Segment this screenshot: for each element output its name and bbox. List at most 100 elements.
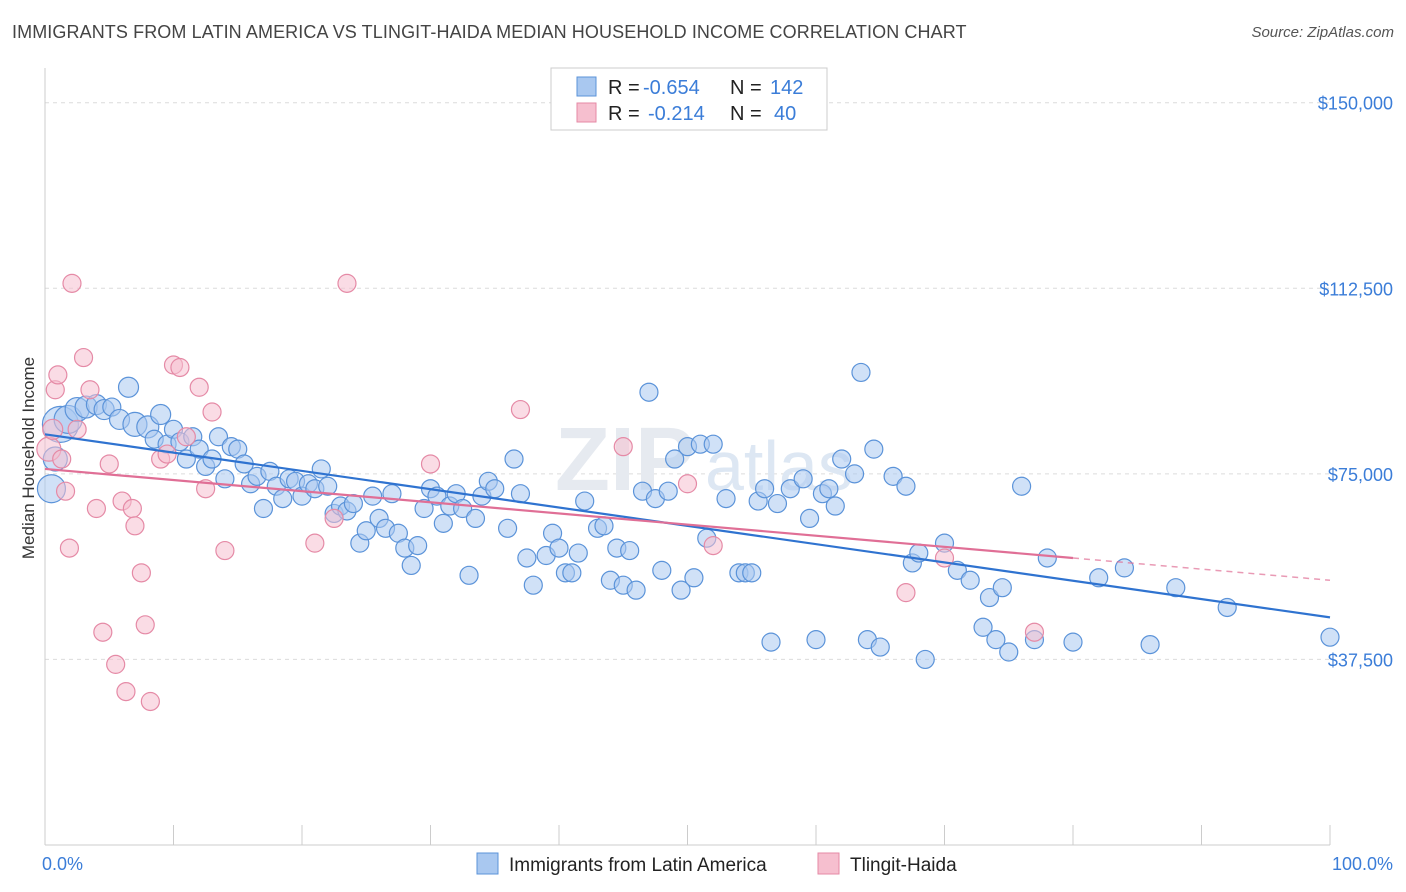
- legend-n-label-blue: N =: [730, 77, 762, 99]
- bottom-legend-label-pink: Tlingit-Haida: [850, 855, 957, 876]
- tlingit-trend-line: [44, 467, 1074, 560]
- tlingit-point: [93, 622, 113, 642]
- x-tick-labels: 0.0% 100.0%: [42, 854, 1393, 874]
- immigrants-point: [189, 439, 209, 459]
- immigrants-point: [665, 449, 685, 469]
- y-axis-label: Median Household Income: [19, 357, 38, 559]
- immigrants-point: [253, 498, 274, 519]
- immigrants-point: [761, 632, 781, 652]
- bottom-legend: Immigrants from Latin America Tlingit-Ha…: [476, 852, 957, 876]
- immigrants-point: [896, 476, 916, 496]
- tlingit-point: [106, 654, 126, 674]
- immigrants-point: [459, 565, 479, 585]
- tlingit-point: [202, 402, 222, 422]
- immigrants-point: [703, 434, 723, 454]
- legend-r-label-pink: R =: [608, 103, 640, 125]
- immigrants-point: [799, 508, 820, 529]
- tlingit-point: [125, 516, 145, 536]
- legend-n-label-pink: N =: [730, 103, 762, 125]
- tlingit-point: [59, 538, 80, 558]
- immigrants-point: [1011, 476, 1032, 496]
- immigrants-point: [318, 476, 338, 496]
- immigrants-point: [1089, 568, 1109, 588]
- y-tick-labels: $37,500 $75,000 $112,500 $150,000: [1318, 94, 1393, 671]
- tlingit-point: [140, 691, 160, 712]
- legend-swatch-blue: [576, 76, 597, 97]
- legend: R = -0.654 N = 142 R = -0.214 N = 40: [550, 67, 828, 131]
- tlingit-point: [157, 444, 177, 464]
- immigrants-point: [626, 580, 646, 600]
- immigrants-point: [1320, 627, 1340, 647]
- immigrants-point: [150, 403, 172, 426]
- immigrants-point: [498, 518, 518, 538]
- immigrants-point: [1166, 578, 1186, 598]
- immigrants-point: [742, 563, 762, 583]
- y-tick-label: $37,500: [1328, 650, 1393, 670]
- tlingit-point: [116, 681, 136, 702]
- immigrants-point: [1063, 632, 1083, 652]
- legend-r-value-pink: -0.214: [648, 103, 705, 125]
- tlingit-point: [703, 536, 723, 556]
- tlingit-point: [122, 498, 142, 519]
- tlingit-point: [135, 615, 155, 635]
- immigrants-point: [658, 481, 678, 501]
- immigrants-point: [979, 587, 1000, 608]
- immigrants-point: [620, 540, 640, 561]
- chart-title: IMMIGRANTS FROM LATIN AMERICA VS TLINGIT…: [12, 22, 967, 42]
- immigrants-point: [825, 496, 845, 516]
- legend-r-label-blue: R =: [608, 77, 640, 99]
- immigrants-point: [639, 382, 659, 402]
- immigrants-point: [549, 538, 569, 558]
- tlingit-point: [677, 474, 698, 494]
- immigrants-point: [780, 479, 800, 499]
- immigrants-point: [915, 649, 935, 670]
- immigrants-point: [793, 469, 813, 489]
- bottom-legend-swatch-pink: [817, 852, 840, 875]
- immigrants-point: [684, 568, 704, 588]
- legend-r-value-blue: -0.654: [643, 77, 700, 99]
- chart-source: Source: ZipAtlas.com: [1251, 24, 1394, 41]
- immigrants-point: [356, 521, 376, 541]
- immigrants-point: [754, 479, 775, 499]
- series-tlingit-points: [36, 273, 1045, 712]
- immigrants-point: [986, 630, 1006, 650]
- immigrants-point: [117, 376, 140, 398]
- immigrants-point: [999, 642, 1019, 662]
- immigrants-trend-line: [44, 433, 1331, 619]
- tlingit-point: [48, 365, 68, 385]
- immigrants-point: [510, 484, 531, 504]
- immigrants-point: [1140, 634, 1160, 655]
- immigrants-point: [273, 489, 293, 509]
- immigrants-point: [832, 449, 852, 469]
- tlingit-point: [613, 437, 633, 457]
- immigrants-point: [465, 508, 486, 529]
- immigrants-point: [433, 513, 453, 533]
- tlingit-point: [62, 273, 82, 293]
- immigrants-point: [973, 617, 993, 637]
- immigrants-point: [716, 489, 736, 509]
- immigrants-point: [960, 570, 980, 590]
- immigrants-point: [485, 479, 505, 499]
- immigrants-point: [1037, 548, 1057, 568]
- trend-lines: [44, 433, 1331, 619]
- bottom-legend-swatch-blue: [476, 852, 499, 875]
- legend-box: [550, 67, 828, 131]
- tlingit-point: [896, 583, 916, 603]
- tlingit-point: [99, 454, 119, 474]
- tlingit-point: [324, 508, 344, 529]
- immigrants-point: [523, 575, 543, 595]
- immigrants-point: [870, 637, 890, 657]
- series-immigrants-points: [36, 362, 1340, 670]
- immigrants-point: [562, 563, 582, 583]
- immigrants-point: [568, 543, 588, 563]
- tlingit-point: [131, 563, 151, 583]
- immigrants-point: [819, 479, 839, 499]
- immigrants-point: [414, 498, 434, 519]
- immigrants-point: [844, 464, 865, 484]
- tlingit-point: [305, 533, 325, 553]
- tlingit-point: [73, 347, 94, 368]
- y-tick-label: $75,000: [1328, 465, 1393, 485]
- tlingit-point: [420, 454, 441, 474]
- immigrants-point: [652, 560, 672, 580]
